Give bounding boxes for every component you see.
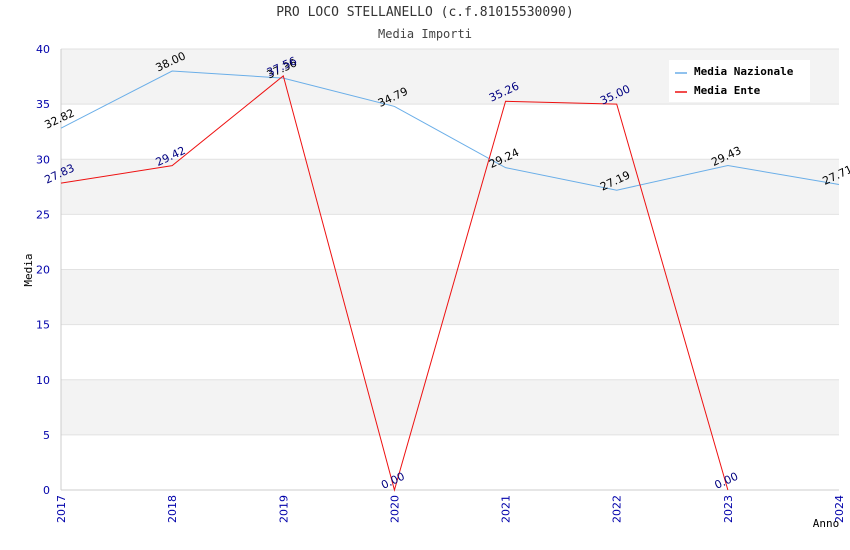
band [61, 159, 839, 215]
y-tick-label: 40 [36, 43, 50, 56]
legend-label-media-ente: Media Ente [694, 84, 761, 97]
y-tick-label: 15 [36, 319, 50, 332]
band [61, 324, 839, 380]
series-lines [60, 70, 840, 492]
y-tick-label: 30 [36, 153, 50, 166]
x-tick-label: 2023 [722, 495, 735, 523]
chart-title: PRO LOCO STELLANELLO (c.f.81015530090) [276, 5, 574, 20]
band [61, 379, 839, 435]
band [61, 214, 839, 270]
x-tick-label: 2017 [55, 495, 68, 523]
y-axis-title: Media [22, 253, 35, 286]
legend: Media Nazionale Media Ente [669, 60, 810, 102]
x-axis-title: Anno [813, 517, 840, 530]
x-tick-label: 2022 [611, 495, 624, 523]
y-tick-label: 25 [36, 208, 50, 221]
x-tick-label: 2024 [833, 495, 846, 523]
chart-subtitle: Media Importi [378, 27, 472, 41]
y-tick-label: 10 [36, 374, 50, 387]
series-line-0 [60, 70, 840, 191]
y-tick-label: 5 [43, 429, 50, 442]
gridlines [61, 48, 839, 491]
x-tick-label: 2021 [500, 495, 513, 523]
band [61, 434, 839, 490]
y-tick-label: 20 [36, 264, 50, 277]
x-tick-label: 2018 [166, 495, 179, 523]
x-tick-label: 2020 [388, 495, 401, 523]
x-tick-label: 2019 [277, 495, 290, 523]
series-line-1 [60, 75, 729, 492]
legend-label-media-nazionale: Media Nazionale [694, 65, 794, 78]
y-tick-label: 0 [43, 484, 50, 497]
legend-box [669, 60, 810, 102]
x-axis-ticks: 2017 2018 2019 2020 2021 2022 2023 2024 [55, 495, 846, 523]
y-tick-label: 35 [36, 98, 50, 111]
y-axis-ticks: 0 5 10 15 20 25 30 35 40 [36, 43, 50, 497]
axes [60, 49, 839, 491]
